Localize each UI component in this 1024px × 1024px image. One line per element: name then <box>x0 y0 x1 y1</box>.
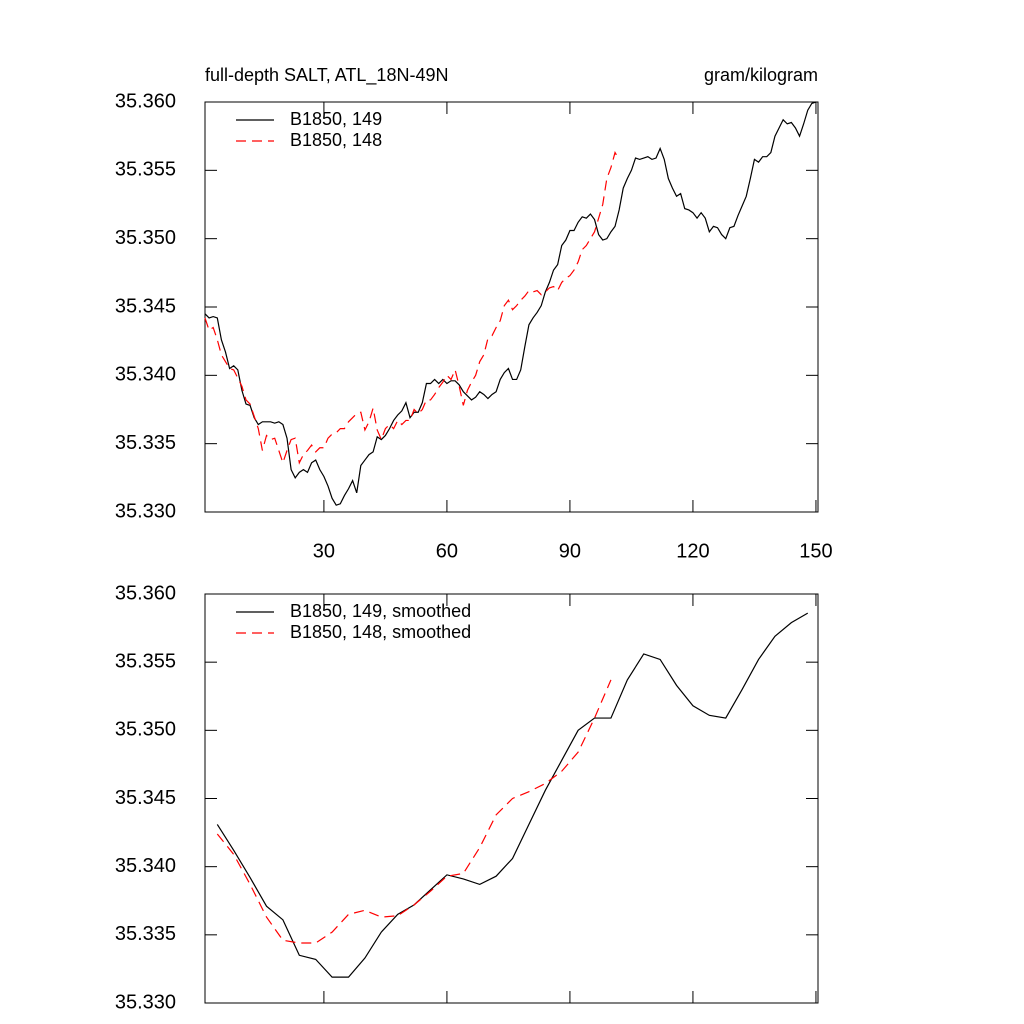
y-tick-label: 35.335 <box>115 923 176 945</box>
y-tick-label: 35.360 <box>115 582 176 604</box>
series-line <box>204 151 620 465</box>
series-line <box>204 101 817 506</box>
y-tick-label: 35.355 <box>115 650 176 672</box>
legend-label: B1850, 148 <box>290 130 382 150</box>
plot-frame <box>204 593 819 1004</box>
legend-label: B1850, 148, smoothed <box>290 622 471 642</box>
x-tick-label: 60 <box>436 540 458 562</box>
y-tick-label: 35.340 <box>115 364 176 386</box>
legend-label: B1850, 149, smoothed <box>290 601 471 621</box>
y-tick-label: 35.330 <box>115 991 176 1013</box>
y-tick-label: 35.340 <box>115 855 176 877</box>
chart-title: full-depth SALT, ATL_18N-49N <box>205 65 448 86</box>
y-tick-label: 35.335 <box>115 432 176 454</box>
legend-label: B1850, 149 <box>290 109 382 129</box>
y-tick-label: 35.355 <box>115 159 176 181</box>
y-tick-label: 35.350 <box>115 227 176 249</box>
y-tick-label: 35.345 <box>115 295 176 317</box>
y-tick-label: 35.350 <box>115 719 176 741</box>
series-line <box>216 612 809 978</box>
series-line <box>216 679 612 944</box>
units-label: gram/kilogram <box>704 65 818 85</box>
y-tick-label: 35.360 <box>115 90 176 112</box>
y-tick-label: 35.345 <box>115 787 176 809</box>
x-tick-label: 150 <box>799 540 832 562</box>
x-tick-label: 90 <box>559 540 581 562</box>
y-tick-label: 35.330 <box>115 500 176 522</box>
x-tick-label: 30 <box>313 540 335 562</box>
x-tick-label: 120 <box>676 540 709 562</box>
